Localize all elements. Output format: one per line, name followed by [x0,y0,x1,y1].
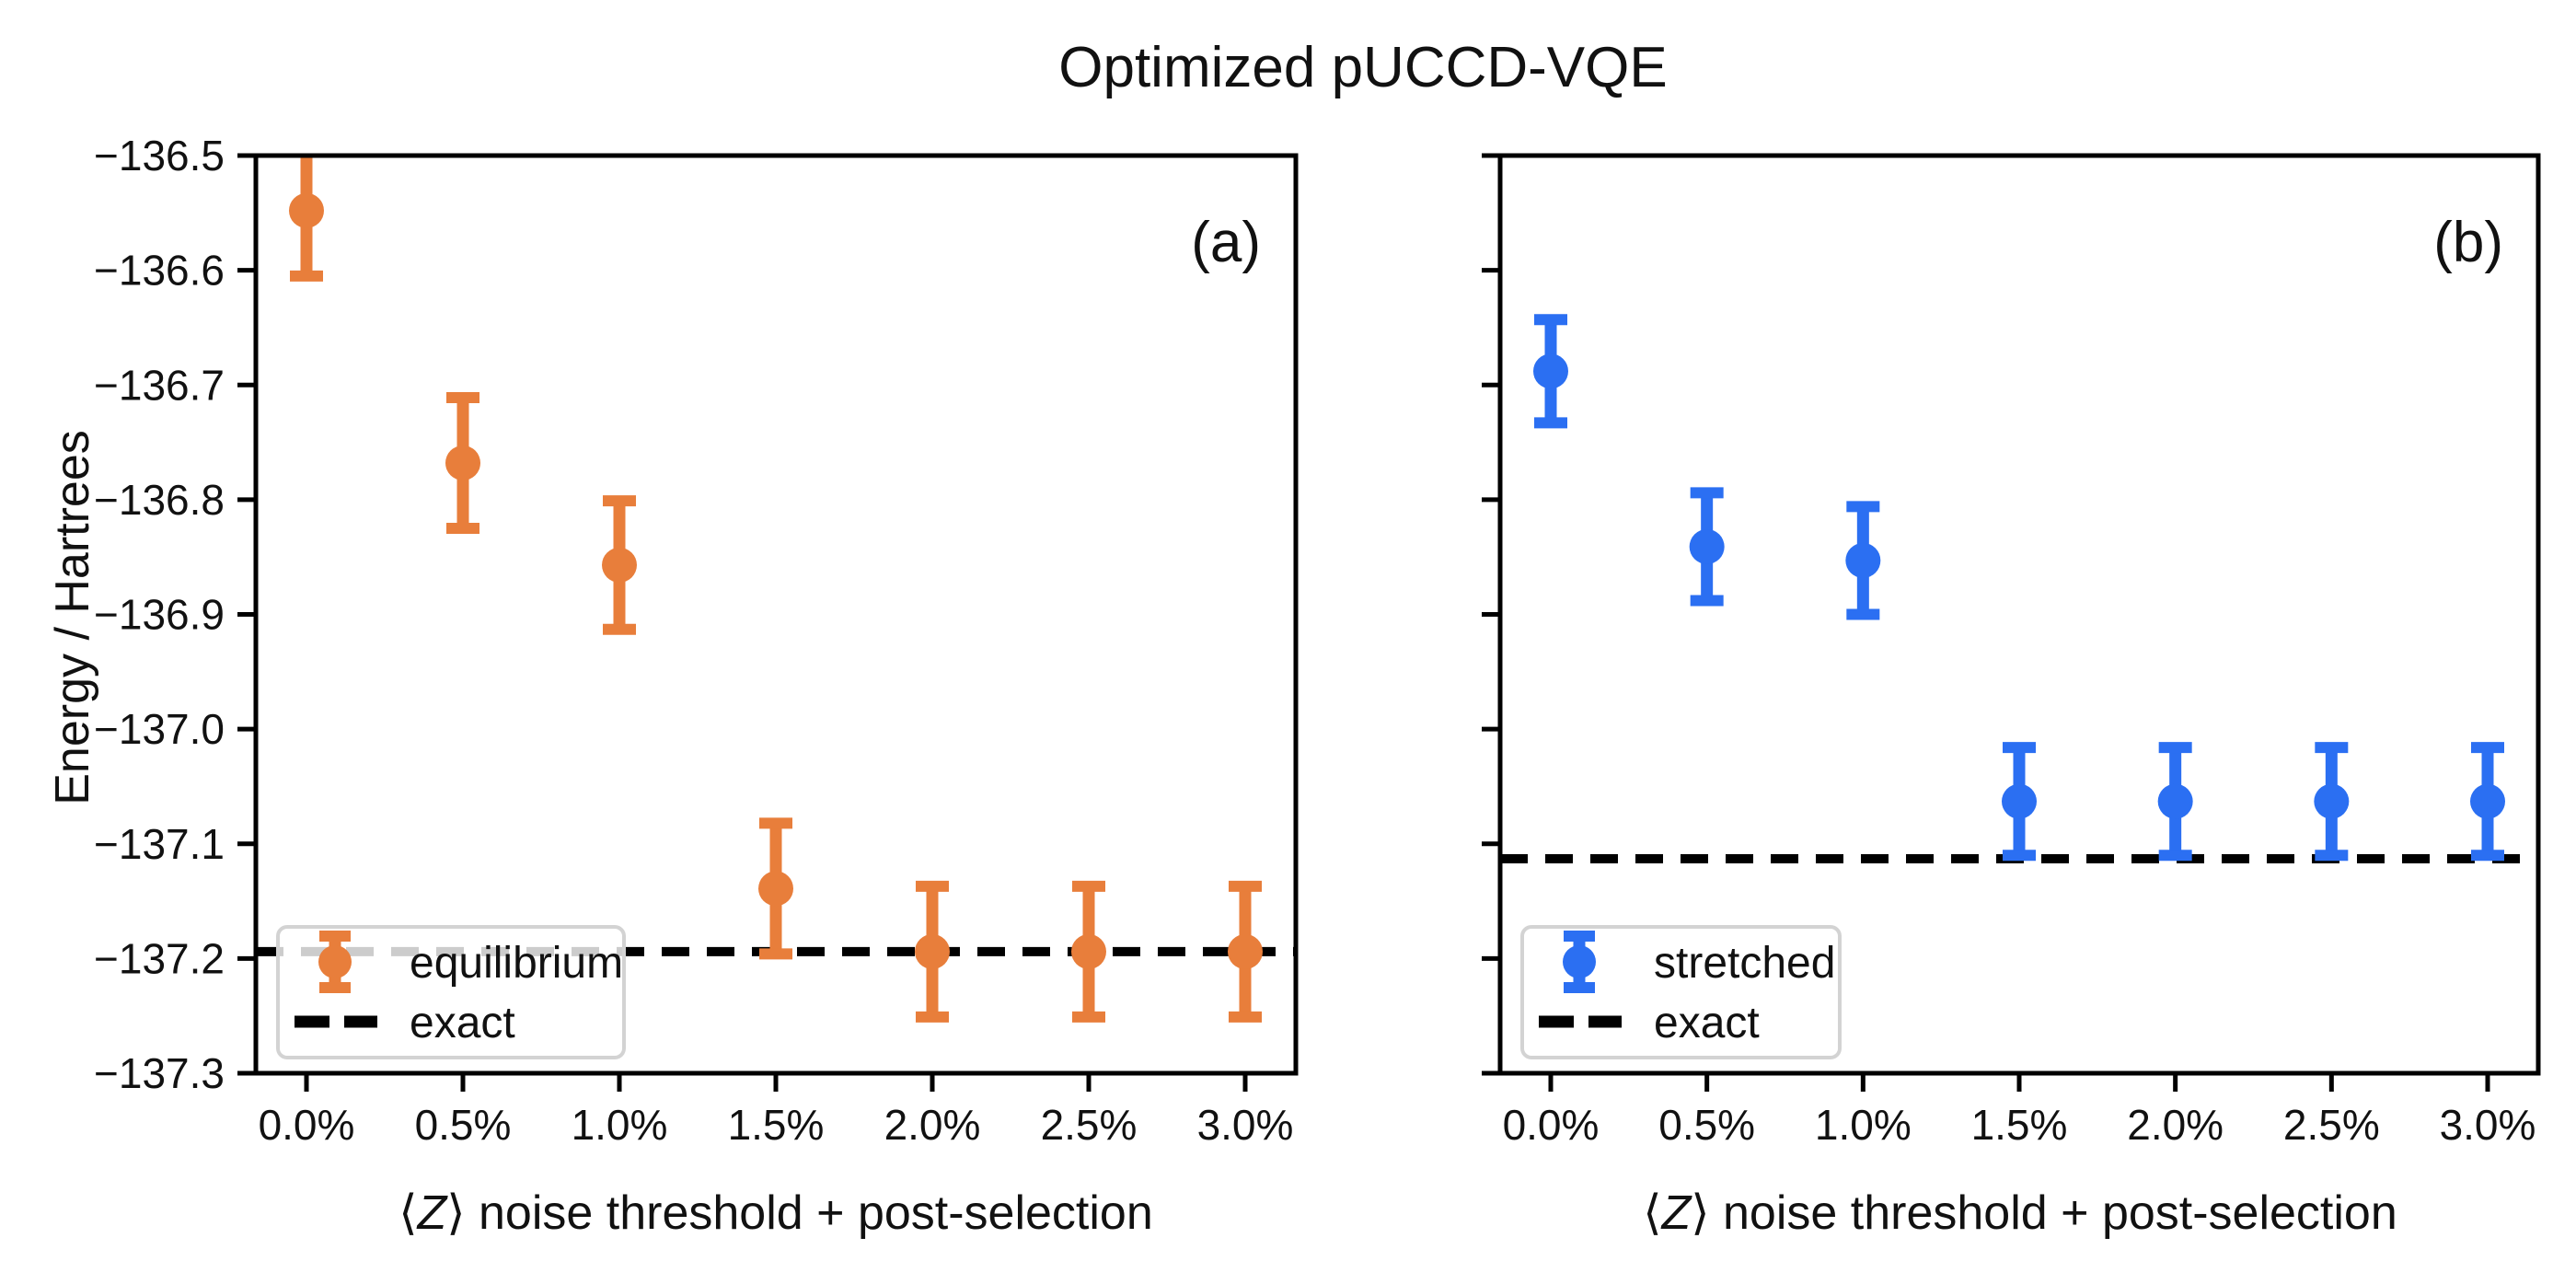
legend-label-series: stretched [1654,939,1835,988]
y-axis-ticks [1482,153,1500,1076]
y-tick-label: −136.7 [94,361,225,409]
y-tick-label: −136.6 [94,247,225,295]
y-tick-label: −137.3 [94,1049,225,1097]
stretched-data-layer [1500,314,2538,863]
x-axis-label-b: ⟨Z⟩ noise threshold + post-selection [1643,1186,2397,1240]
x-tick-label: 0.5% [415,1101,512,1149]
legend: equilibrium exact [276,925,626,1059]
x-axis-label-a: ⟨Z⟩ noise threshold + post-selection [399,1186,1153,1240]
x-tick-label: 0.0% [1503,1101,1600,1149]
legend-label-exact: exact [410,999,515,1047]
x-tick-label: 1.0% [1815,1101,1912,1149]
x-tick-label: 1.0% [572,1101,668,1149]
panel-label: (b) [2433,211,2503,274]
y-axis-ticks: −136.5 −136.6 −136.7 −136.8 −136.9 −137.0 −137… [94,132,256,1097]
x-tick-label: 0.0% [259,1101,355,1149]
equilibrium-data-layer [256,156,1296,1023]
x-tick-label: 2.0% [2127,1101,2224,1149]
y-tick-label: −136.9 [94,591,225,639]
stretched-point-3.0% [2470,742,2505,862]
equilibrium-point-0.5% [445,391,480,535]
x-tick-label: 1.5% [1971,1101,2068,1149]
x-tick-label: 1.5% [728,1101,825,1149]
x-tick-label: 3.0% [2440,1101,2536,1149]
equilibrium-point-1.0% [602,495,637,635]
panel-label: (a) [1191,211,1261,274]
legend: stretched exact [1520,925,1842,1059]
equilibrium-point-3.0% [1228,880,1263,1023]
y-tick-label: −137.0 [94,705,225,753]
equilibrium-point-1.5% [758,817,793,960]
x-axis-ticks: 0.0% 0.5% 1.0% 1.5% 2.0% 2.5% 3.0% [259,1073,1294,1149]
stretched-point-0.5% [1689,487,1725,607]
x-tick-label: 2.0% [884,1101,981,1149]
figure-title: Optimized pUCCD-VQE [1058,36,1668,99]
stretched-point-1.5% [2002,742,2037,862]
x-tick-label: 2.5% [2283,1101,2380,1149]
y-tick-label: −136.8 [94,476,225,524]
legend-label-series: equilibrium [410,939,623,988]
x-tick-label: 0.5% [1658,1101,1755,1149]
stretched-point-0.0% [1533,314,1568,429]
y-tick-label: −137.1 [94,820,225,868]
x-axis-ticks: 0.0% 0.5% 1.0% 1.5% 2.0% 2.5% 3.0% [1503,1073,2536,1149]
stretched-point-2.0% [2157,742,2193,862]
equilibrium-point-2.0% [915,880,950,1023]
stretched-point-1.0% [1845,501,1881,620]
y-tick-label: −137.2 [94,934,225,982]
equilibrium-point-0.0% [289,156,324,282]
y-tick-label: −136.5 [94,132,225,179]
x-tick-label: 3.0% [1197,1101,1294,1149]
stretched-point-2.5% [2314,742,2350,862]
legend-label-exact: exact [1654,999,1760,1047]
equilibrium-point-2.5% [1071,880,1106,1023]
x-tick-label: 2.5% [1041,1101,1138,1149]
